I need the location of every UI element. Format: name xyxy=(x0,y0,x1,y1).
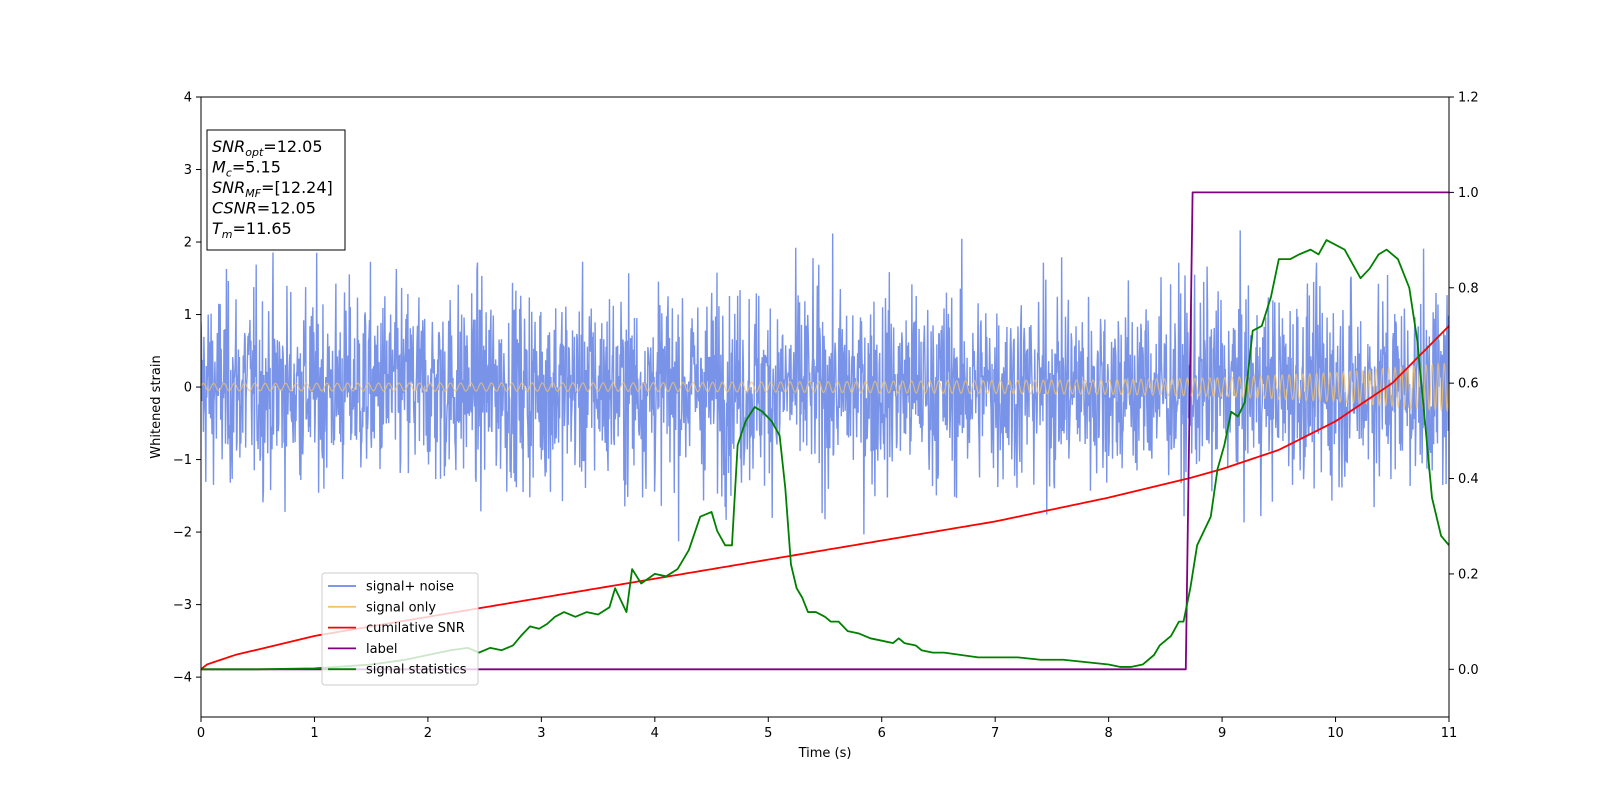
y-left-tick-label: 0 xyxy=(184,381,192,396)
axes: 0 1 2 3 4 5 6 7 8 9 10 1143210−1−2−3−41.21.00.80.60… xyxy=(173,91,1479,742)
legend-label: signal+ noise xyxy=(366,580,454,595)
y-right-tick-label: 0.8 xyxy=(1458,281,1479,296)
legend-label: signal only xyxy=(366,600,436,615)
legend-box xyxy=(321,572,479,686)
legend-label: label xyxy=(366,642,397,657)
y-right-tick-label: 0.4 xyxy=(1458,472,1479,487)
y-axis-label: Whitened strain xyxy=(149,355,164,458)
annotation-line: SNRMF=[12.24] xyxy=(212,178,333,200)
series-label-line xyxy=(201,191,1449,671)
x-axis-label: Time (s) xyxy=(798,746,852,761)
x-tick-label: 9 xyxy=(1218,726,1226,741)
x-tick-label: 4 xyxy=(651,726,659,741)
y-left-tick-label: −2 xyxy=(173,526,192,541)
x-tick-label: 1 xyxy=(310,726,318,741)
annotation-line: SNRopt=12.05 xyxy=(212,137,323,159)
y-right-tick-label: 0.6 xyxy=(1458,377,1479,392)
legend-label: cumilative SNR xyxy=(366,621,465,636)
plot-frame xyxy=(200,96,1450,718)
x-tick-label: 0 xyxy=(197,726,205,741)
annotation-line: CSNR=12.05 xyxy=(212,199,316,218)
x-tick-label: 6 xyxy=(878,726,886,741)
annotation-box-frame xyxy=(206,129,346,251)
y-left-tick-label: 2 xyxy=(184,236,192,251)
y-right-tick-label: 0.2 xyxy=(1458,567,1479,582)
y-left-tick-label: −3 xyxy=(173,598,192,613)
x-tick-label: 3 xyxy=(537,726,545,741)
stats-annotation-box: SNRopt=12.05Mc=5.15SNRMF=[12.24]CSNR=12.… xyxy=(206,129,346,251)
x-tick-label: 2 xyxy=(424,726,432,741)
y-right-tick-label: 0.0 xyxy=(1458,663,1479,678)
y-left-tick-label: −4 xyxy=(173,671,192,686)
y-left-tick-label: 4 xyxy=(184,91,192,106)
y-right-tick-label: 1.0 xyxy=(1458,186,1479,201)
y-left-tick-label: −1 xyxy=(173,453,192,468)
series-signal-statistics-line xyxy=(201,239,1449,671)
annotation-line: Tm=11.65 xyxy=(212,219,292,241)
y-left-tick-label: 1 xyxy=(184,308,192,323)
x-tick-label: 8 xyxy=(1104,726,1112,741)
series-signal-noise-line xyxy=(201,230,1449,542)
series-signal-only-line xyxy=(201,362,1449,414)
x-tick-label: 10 xyxy=(1327,726,1344,741)
legend-label: signal statistics xyxy=(366,663,467,678)
x-tick-label: 5 xyxy=(764,726,772,741)
legend: signal+ noise signal only cumilative SNR la… xyxy=(321,572,479,686)
annotation-line: Mc=5.15 xyxy=(212,158,281,180)
x-tick-label: 7 xyxy=(991,726,999,741)
y-left-tick-label: 3 xyxy=(184,163,192,178)
x-tick-label: 11 xyxy=(1441,726,1458,741)
y-right-tick-label: 1.2 xyxy=(1458,91,1479,106)
